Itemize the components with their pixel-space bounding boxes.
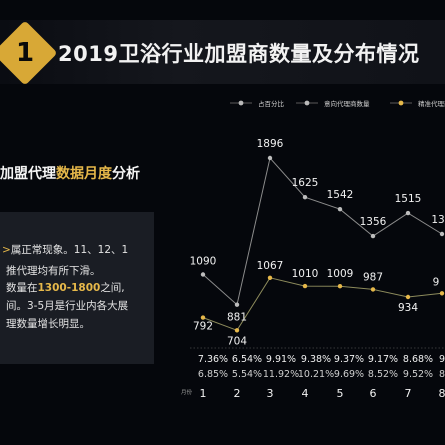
data-label-intent-4: 1625 (292, 177, 319, 189)
legend-marker-precise (398, 100, 404, 106)
pct-row1-value-1: 7.36% (198, 354, 228, 365)
data-label-precise-4: 1010 (292, 268, 319, 280)
pct-row2-value-2: 5.54% (232, 369, 262, 380)
data-label-intent-8: 13 (431, 214, 444, 226)
data-point-intent-3 (267, 155, 273, 161)
pct-row1-value-8: 9 (439, 354, 445, 365)
data-point-precise-2 (234, 328, 240, 333)
series-line-intent (202, 156, 443, 306)
data-point-precise-3 (267, 275, 273, 280)
x-tick-label-3: 3 (267, 387, 274, 400)
data-label-precise-8: 9 (433, 276, 440, 288)
badge-number: 1 (15, 38, 35, 68)
pct-row2-value-5: 9.69% (334, 369, 364, 380)
page-title: 2019卫浴行业加盟商数量及分布情况 (58, 42, 420, 66)
data-label-precise-5: 1009 (327, 268, 354, 280)
description-line-1-text: 属正常现象。11、12、1 (10, 244, 129, 256)
data-point-precise-1 (200, 315, 206, 320)
pct-row1-value-6: 9.17% (368, 354, 398, 365)
data-label-precise-1: 792 (193, 321, 213, 333)
description-line-3-prefix: 数量在 (6, 282, 38, 294)
data-label-precise-7: 934 (398, 302, 418, 314)
legend-marker-pct (238, 100, 244, 106)
data-label-intent-3: 1896 (257, 138, 284, 150)
section-subtitle: 加盟代理数据月度分析 (0, 163, 140, 183)
chart-legend: 占百分比 意向代理商数量 精准代理商数量 (230, 99, 445, 108)
legend-label-intent: 意向代理商数量 (324, 99, 370, 108)
data-label-precise-3: 1067 (257, 260, 284, 272)
description-panel: >属正常现象。11、12、1 推代理均有所下滑。 数量在1300-1800之间,… (0, 212, 154, 364)
legend-label-precise: 精准代理商数量 (418, 99, 445, 108)
data-point-precise-6 (370, 287, 376, 292)
x-tick-label-1: 1 (200, 387, 207, 400)
pct-row1-value-3: 9.91% (266, 354, 296, 365)
legend-marker-intent (304, 100, 310, 106)
description-line-4: 间。3-5月是行业内各大展 (6, 300, 129, 312)
pct-row1-value-5: 9.37% (334, 354, 364, 365)
data-point-precise-4 (302, 283, 308, 289)
x-tick-label-5: 5 (337, 387, 344, 400)
data-label-precise-2: 704 (227, 335, 247, 347)
series-line-precise (202, 277, 443, 331)
legend-label-pct: 占百分比 (258, 99, 285, 108)
description-line-5: 理数量增长明显。 (6, 318, 90, 330)
data-point-precise-8 (439, 291, 445, 296)
x-tick-label-8: 8 (439, 387, 445, 400)
data-label-intent-5: 1542 (327, 189, 354, 201)
data-point-intent-6 (370, 233, 376, 239)
row-label-month: 月份 (181, 388, 193, 396)
data-label-intent-1: 1090 (190, 256, 217, 268)
data-point-precise-7 (405, 294, 411, 300)
pct-row2-value-6: 8.52% (368, 369, 398, 380)
description-line-3: 数量在1300-1800之间, (6, 280, 125, 295)
data-point-precise-5 (337, 284, 343, 289)
x-tick-label-2: 2 (234, 387, 241, 400)
subtitle-prefix: 加盟代理 (0, 166, 56, 182)
pct-row2-value-3: 11.92% (263, 369, 299, 380)
pct-row2-value-7: 9.52% (403, 369, 433, 380)
x-tick-label-7: 7 (405, 387, 412, 400)
header-bar (0, 20, 445, 84)
subtitle-highlight: 数据月度 (56, 166, 112, 182)
x-tick-label-6: 6 (370, 387, 377, 400)
data-point-intent-2 (234, 302, 240, 307)
x-tick-label-4: 4 (302, 387, 309, 400)
data-label-precise-6: 987 (363, 271, 383, 283)
data-label-intent-6: 1356 (360, 216, 387, 228)
data-point-intent-7 (405, 210, 411, 216)
pct-row1-value-7: 8.68% (403, 354, 433, 365)
subtitle-suffix: 分析 (112, 166, 140, 182)
description-line-3-suffix: 之间, (100, 282, 125, 294)
description-line-1: >属正常现象。11、12、1 (2, 244, 129, 256)
data-label-intent-7: 1515 (395, 193, 422, 205)
data-label-intent-2: 881 (227, 312, 247, 324)
pct-row1-value-4: 9.38% (301, 354, 331, 365)
pct-row2-value-8: 8 (439, 369, 445, 380)
data-point-intent-8 (439, 231, 445, 237)
data-point-intent-5 (337, 207, 343, 212)
data-point-intent-1 (200, 272, 206, 277)
pct-row2-value-4: 10.21% (298, 369, 334, 380)
pct-row1-value-2: 6.54% (232, 354, 262, 365)
description-line-3-highlight: 1300-1800 (37, 282, 101, 294)
data-point-intent-4 (302, 195, 308, 200)
description-line-2: 推代理均有所下滑。 (6, 265, 101, 277)
pct-row2-value-1: 6.85% (198, 369, 228, 380)
